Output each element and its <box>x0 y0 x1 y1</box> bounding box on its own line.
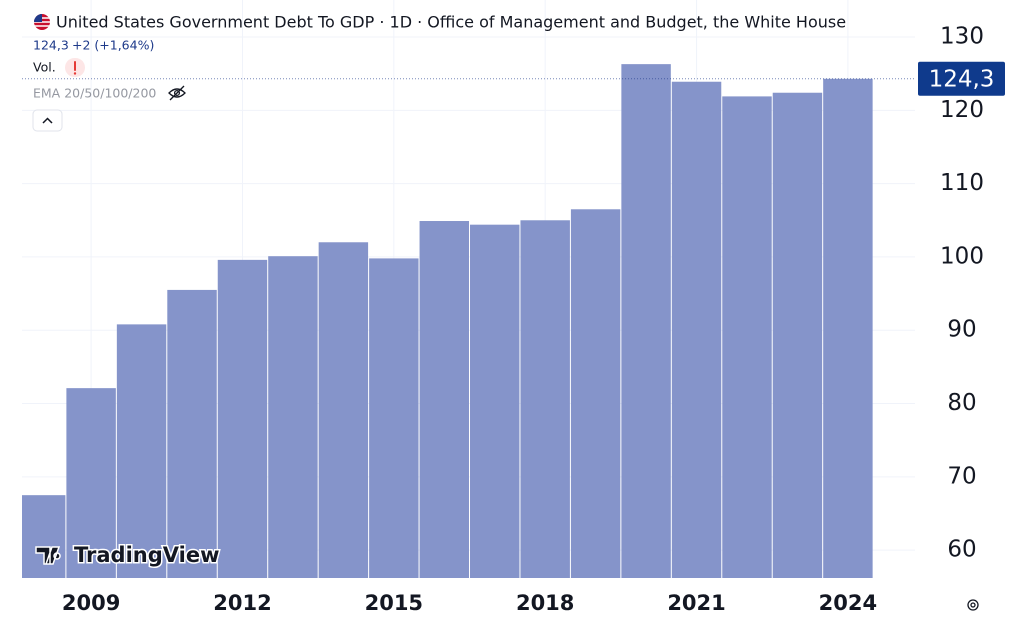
collapse-button[interactable] <box>32 109 63 132</box>
bar <box>823 78 873 578</box>
change: +2 (+1,64%) <box>72 38 154 53</box>
hide-icon[interactable] <box>168 85 186 101</box>
y-tick-label: 100 <box>940 243 984 269</box>
bar <box>167 289 217 578</box>
bar <box>369 258 419 578</box>
bar <box>520 220 570 578</box>
x-tick-label: 2024 <box>819 591 877 615</box>
bar <box>722 96 772 578</box>
y-tick-label: 70 <box>947 463 976 489</box>
legend: United States Government Debt To GDP · 1… <box>32 13 846 132</box>
flag-icon <box>34 14 50 30</box>
y-tick-label: 60 <box>947 537 976 563</box>
y-tick-label: 110 <box>940 170 984 196</box>
x-tick-label: 2021 <box>667 591 725 615</box>
x-tick-label: 2012 <box>213 591 271 615</box>
bar <box>116 324 167 578</box>
last-value: 124,3 <box>33 38 69 53</box>
bar <box>217 259 268 578</box>
bar <box>772 92 823 578</box>
warning-icon[interactable] <box>65 58 85 77</box>
chart-title: United States Government Debt To GDP · 1… <box>56 13 846 32</box>
indicator-ema: EMA 20/50/100/200 <box>33 86 156 101</box>
price-tag <box>918 61 1005 96</box>
indicator-vol: Vol. <box>33 60 56 75</box>
watermark-text: TradingView <box>74 543 219 567</box>
bar <box>621 64 671 578</box>
bar <box>470 224 520 578</box>
overlay: 60 70 80 90 100 110 120 130 2009 2012 2015 2018 2021… <box>22 24 1005 615</box>
x-tick-label: 2009 <box>62 591 120 615</box>
y-tick-label: 80 <box>947 390 976 416</box>
bar <box>22 495 66 578</box>
y-tick-label: 130 <box>940 24 984 50</box>
settings-icon[interactable] <box>967 599 979 611</box>
watermark: TradingView <box>35 542 221 569</box>
bar <box>66 388 116 578</box>
bar <box>419 221 470 578</box>
bars <box>22 64 873 578</box>
x-tick-label: 2015 <box>365 591 423 615</box>
bar <box>671 81 722 578</box>
y-tick-label: 120 <box>940 97 984 123</box>
x-tick-label: 2018 <box>516 591 574 615</box>
price-tag-label: 124,3 <box>929 66 995 92</box>
bar <box>570 209 621 578</box>
bar <box>318 242 369 578</box>
bar <box>268 256 318 578</box>
y-tick-label: 90 <box>947 317 976 343</box>
